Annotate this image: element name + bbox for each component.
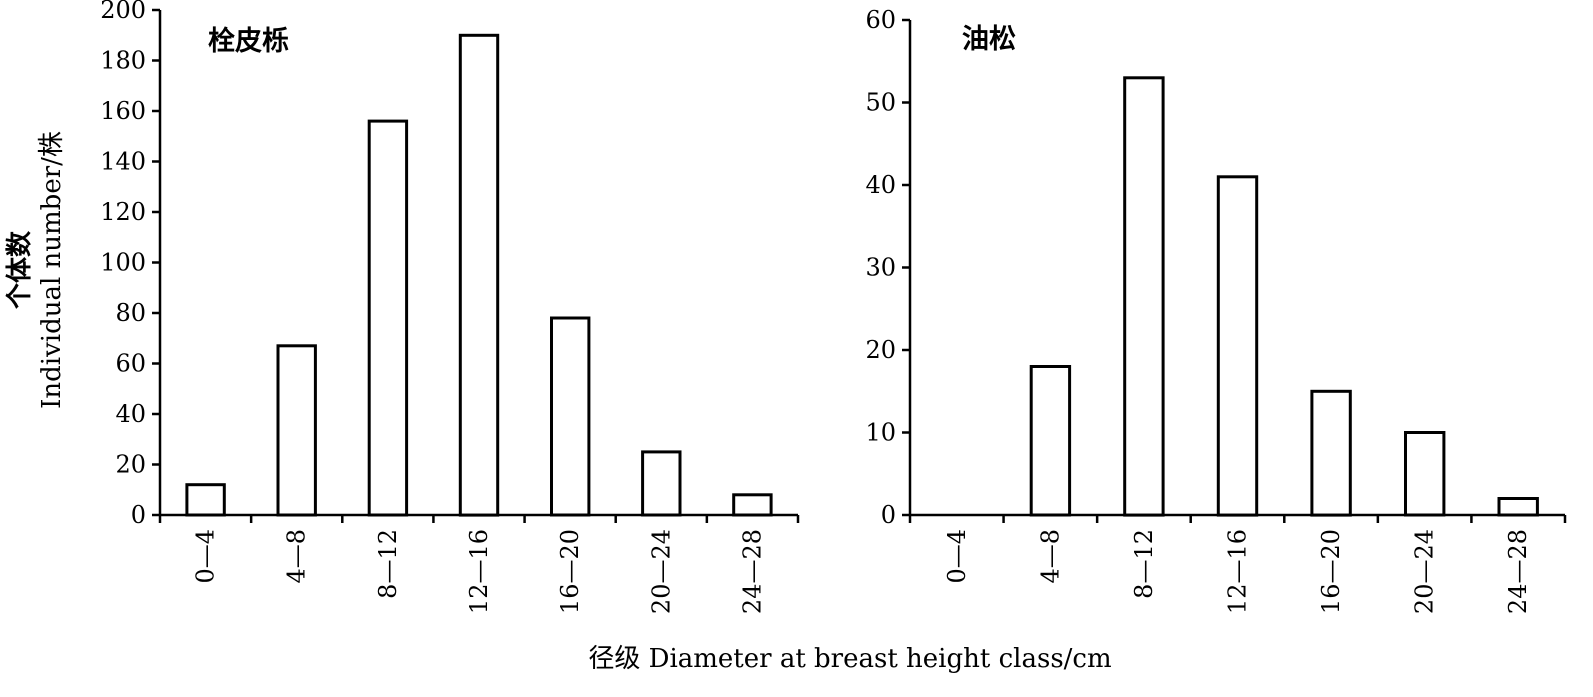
y-tick-label-right-2: 20 xyxy=(865,336,896,364)
x-tick-label-right-2: 8—12 xyxy=(1130,529,1158,599)
x-tick-label-left-0: 0—4 xyxy=(192,529,220,584)
y-tick-label-left-9: 180 xyxy=(100,47,146,75)
y-tick-label-right-5: 50 xyxy=(865,89,896,117)
panel-title-left: 栓皮栎 xyxy=(208,26,289,57)
bar-right-6 xyxy=(1497,497,1539,517)
bar-left-2 xyxy=(367,119,409,517)
bar-right-3 xyxy=(1216,175,1259,517)
y-tick-label-left-7: 140 xyxy=(100,148,146,176)
x-tick-label-left-3: 12—16 xyxy=(465,529,493,614)
chart-panel-right: 0 10 20 30 40 50 60 0—4 4—8 8—12 12—16 16—20 20—24 24… xyxy=(865,6,1567,614)
y-tick-label-left-1: 20 xyxy=(115,451,146,479)
x-tick-label-right-4: 16—20 xyxy=(1317,529,1345,614)
x-tick-label-right-3: 12—16 xyxy=(1224,529,1252,614)
bar-left-3 xyxy=(458,33,500,517)
bar-left-0 xyxy=(185,483,226,517)
x-tick-label-left-5: 20—24 xyxy=(647,529,675,614)
bar-left-1 xyxy=(276,344,317,517)
x-tick-label-right-6: 24—28 xyxy=(1504,529,1532,614)
y-axis-title-cn: 个体数 xyxy=(5,230,35,309)
bar-left-4 xyxy=(550,316,591,517)
x-tick-label-left-2: 8—12 xyxy=(374,529,402,599)
bar-right-4 xyxy=(1310,389,1352,517)
panel-title-right: 油松 xyxy=(962,24,1016,55)
y-tick-label-right-0: 0 xyxy=(881,501,896,529)
bar-right-1 xyxy=(1029,365,1072,517)
y-tick-label-right-4: 40 xyxy=(865,171,896,199)
bar-right-2 xyxy=(1123,76,1165,517)
bar-right-5 xyxy=(1404,431,1446,517)
y-axis-title-en: Individual number/株 xyxy=(37,131,67,409)
x-tick-label-right-0: 0—4 xyxy=(943,529,971,584)
y-tick-label-left-10: 200 xyxy=(100,0,146,24)
x-tick-label-left-1: 4—8 xyxy=(283,529,311,584)
x-axis-title: 径级 Diameter at breast height class/cm xyxy=(588,644,1111,674)
x-tick-label-left-6: 24—28 xyxy=(738,529,766,614)
x-tick-label-right-5: 20—24 xyxy=(1411,529,1439,614)
x-tick-label-left-4: 16—20 xyxy=(556,529,584,614)
y-tick-label-left-3: 60 xyxy=(115,350,146,378)
y-tick-label-right-1: 10 xyxy=(865,419,896,447)
y-tick-label-left-5: 100 xyxy=(100,249,146,277)
y-tick-label-right-3: 30 xyxy=(865,254,896,282)
y-tick-label-left-8: 160 xyxy=(100,97,146,125)
y-tick-label-right-6: 60 xyxy=(865,6,896,34)
x-tick-label-right-1: 4—8 xyxy=(1036,529,1064,584)
y-tick-label-left-4: 80 xyxy=(115,299,146,327)
chart-panel-left: 0 20 40 60 80 100 120 140 160 180 200 0—4 4—8 8—12 12—… xyxy=(100,0,800,614)
bar-left-5 xyxy=(641,450,682,517)
y-tick-label-left-0: 0 xyxy=(131,501,146,529)
bar-left-6 xyxy=(732,493,773,517)
y-tick-label-left-6: 120 xyxy=(100,198,146,226)
y-tick-label-left-2: 40 xyxy=(115,400,146,428)
